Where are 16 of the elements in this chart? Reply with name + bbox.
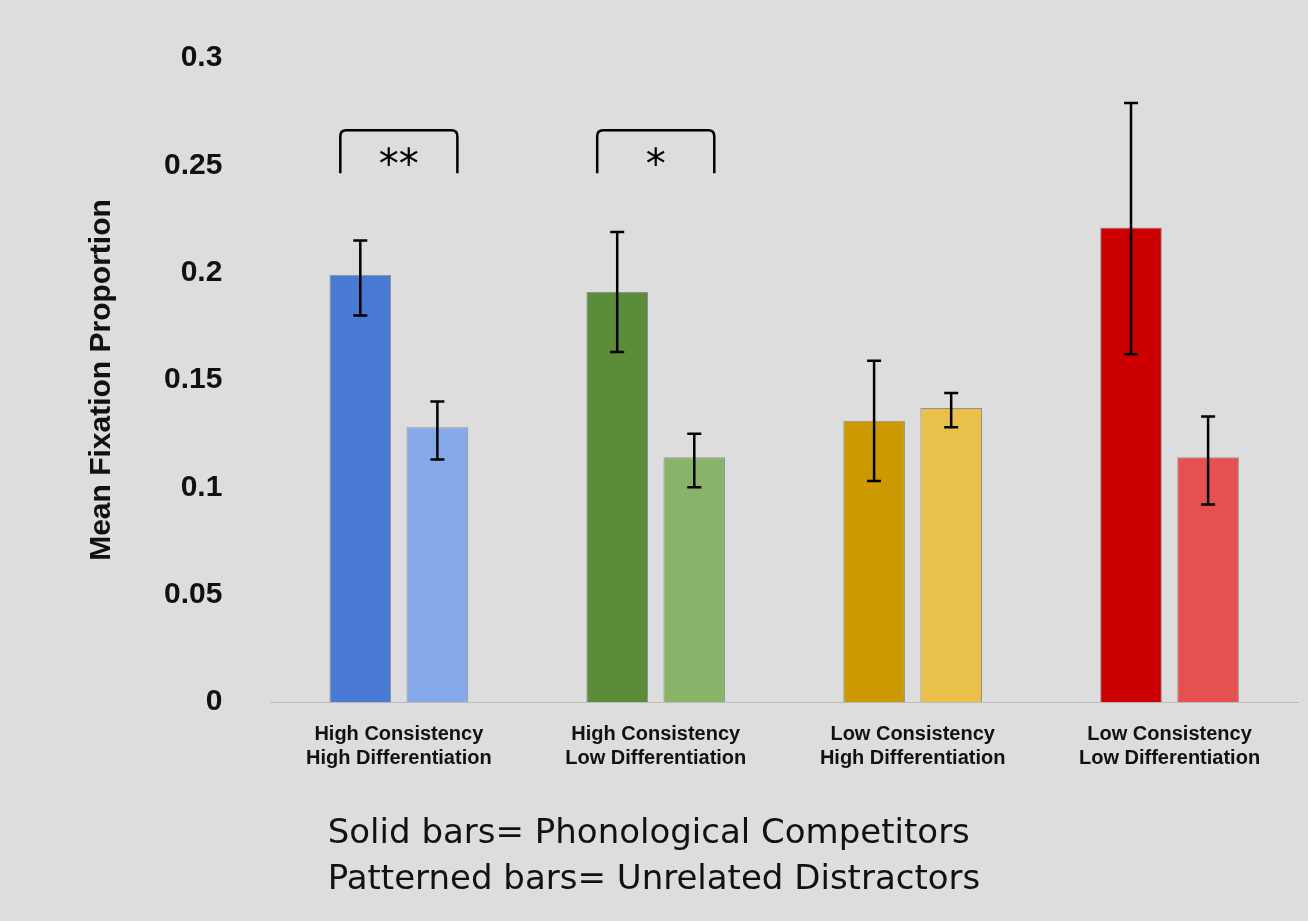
y-axis-title: Mean Fixation Proportion (83, 199, 117, 561)
annotation: * (645, 140, 666, 187)
y-tick-label: 0.05 (164, 575, 223, 609)
y-tick-label: 0.1 (180, 468, 223, 502)
text: Patterned bars= Unrelated Distractors (327, 856, 981, 899)
y-tick-label: 0.3 (180, 39, 223, 73)
x-tick-label: Low Consistency High Differentiation (819, 721, 1006, 768)
y-tick-label: 0.2 (180, 253, 223, 287)
y-tick-label: 0.25 (164, 146, 223, 180)
text: Solid bars= Phonological Competitors (327, 810, 971, 853)
x-tick-label: Low Consistency Low Differentiation (1078, 721, 1261, 768)
y-tick-label: 0 (205, 683, 223, 717)
x-tick-label: High Consistency Low Differentiation (565, 721, 747, 768)
annotation: ** (378, 140, 419, 187)
y-tick-label: 0.15 (164, 361, 223, 395)
x-tick-label: High Consistency High Differentiation (306, 721, 492, 768)
